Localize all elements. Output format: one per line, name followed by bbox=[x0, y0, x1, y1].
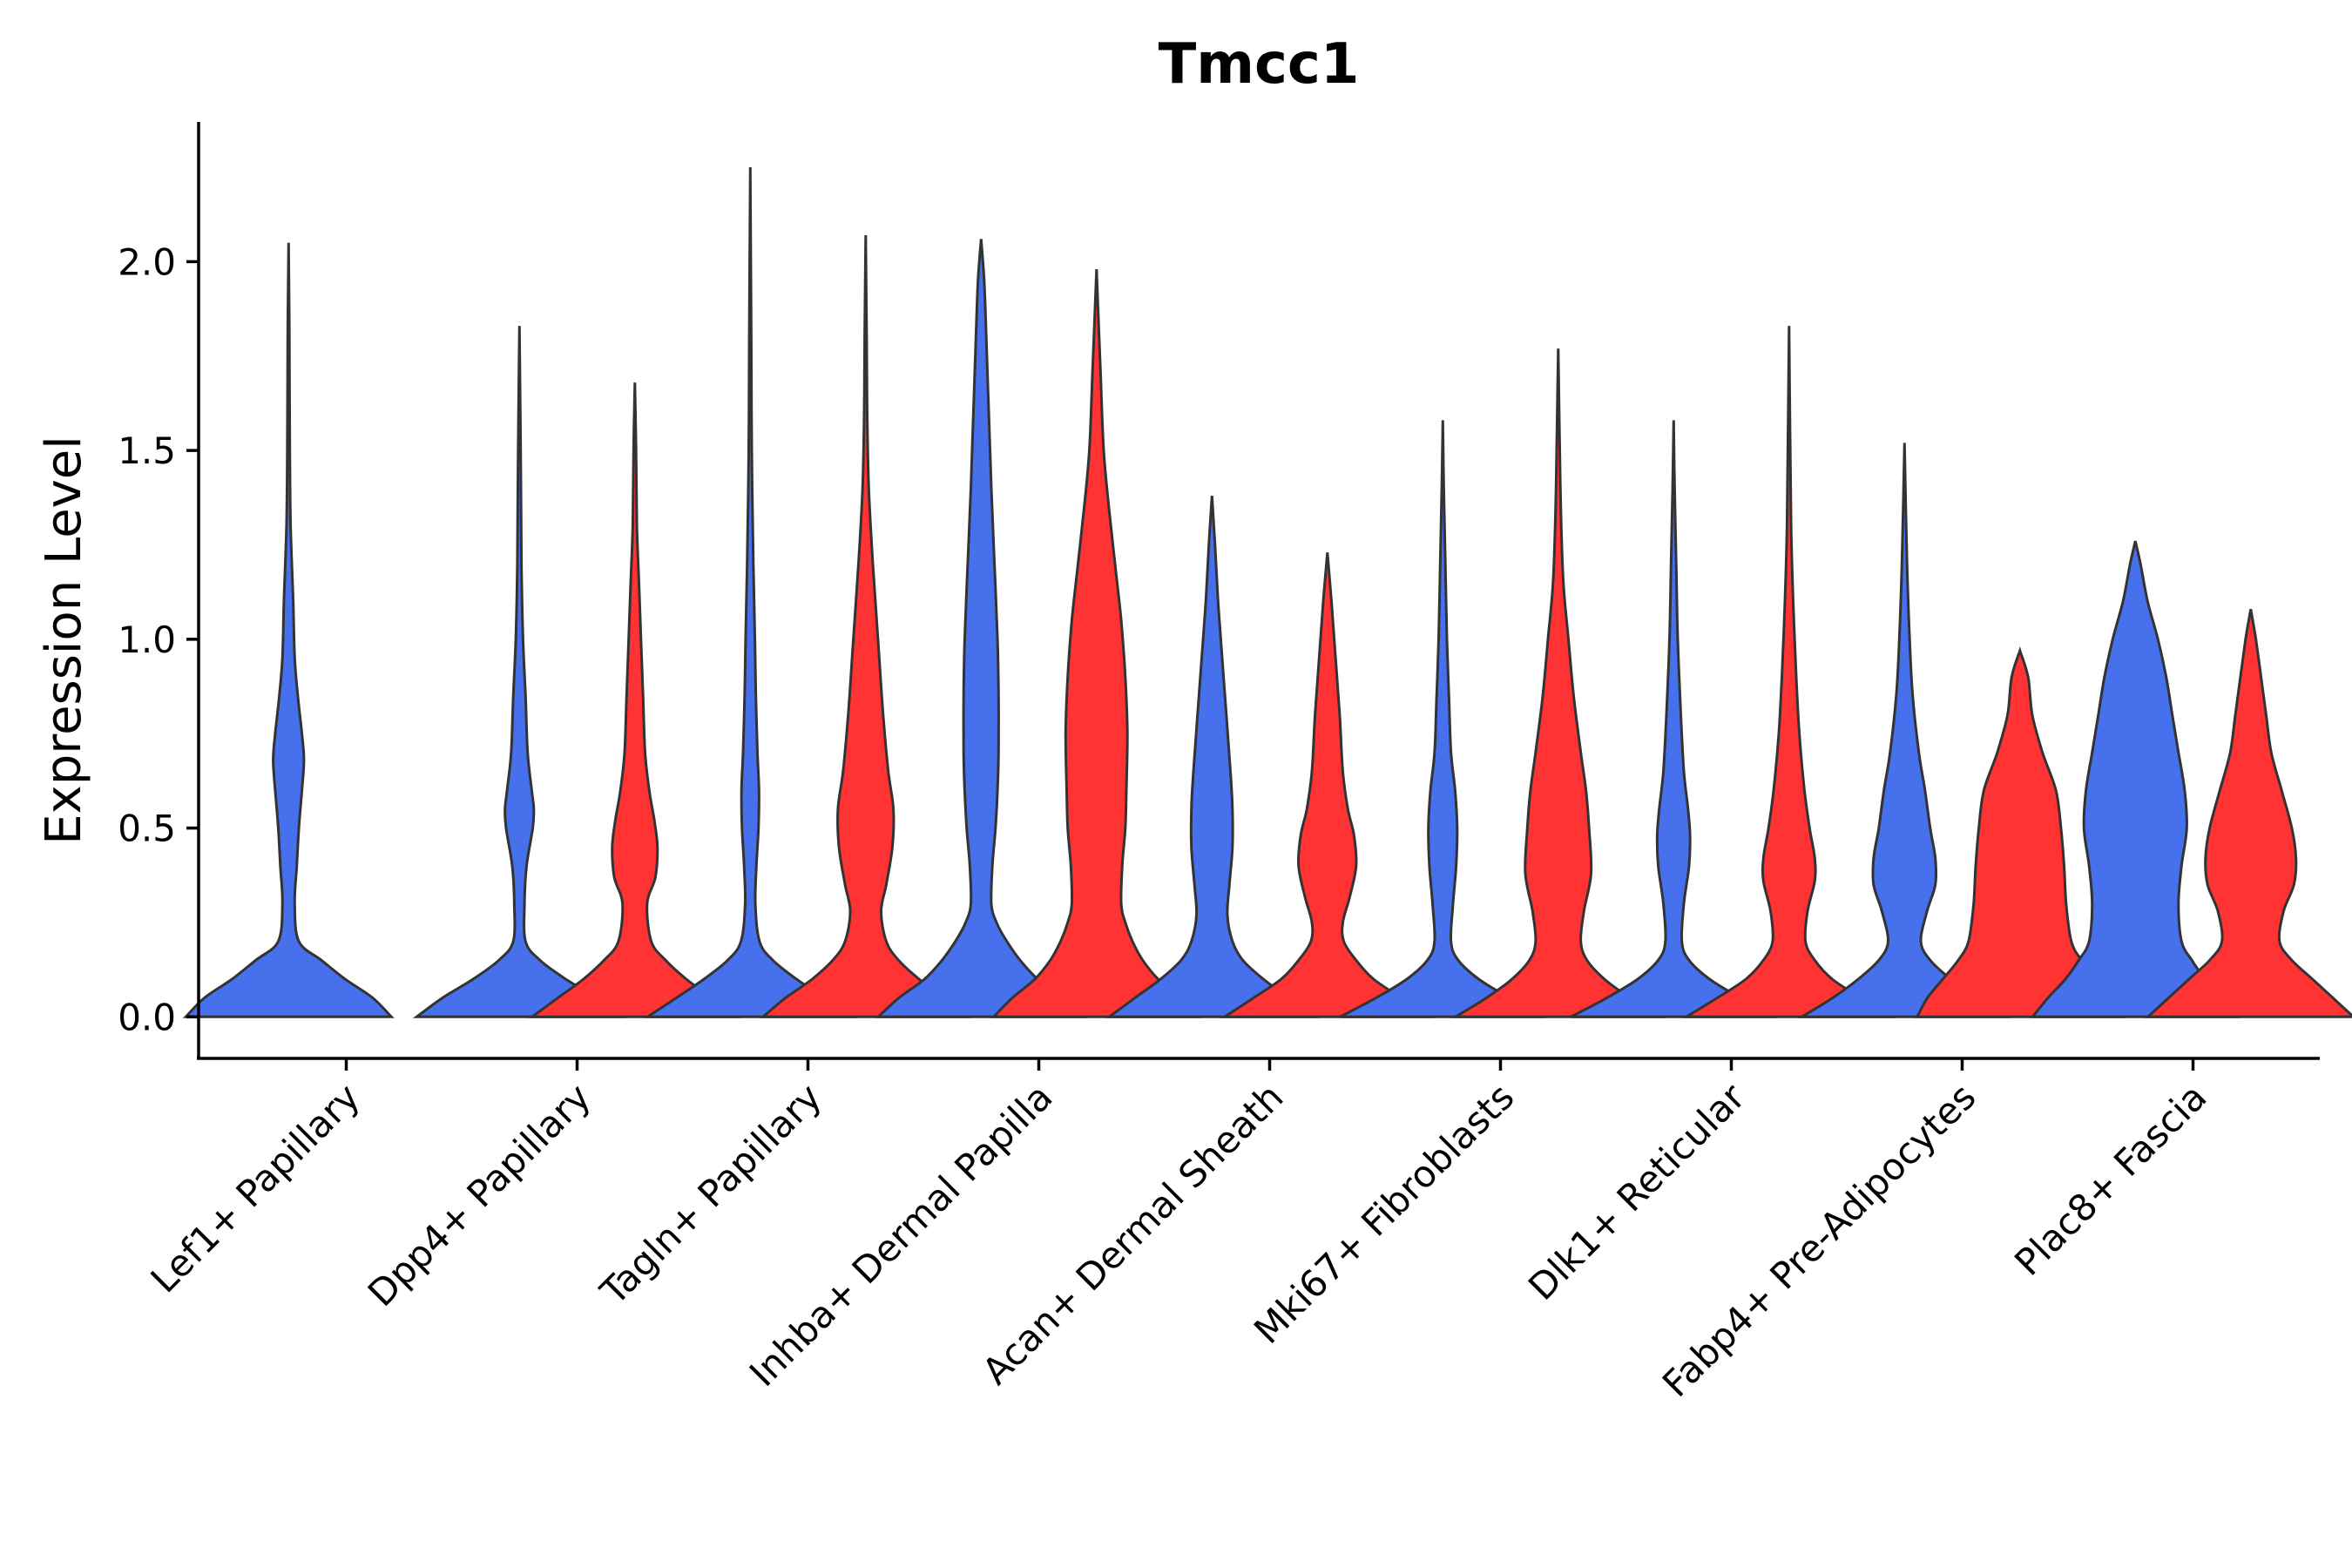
violin-mki67-fibroblasts-red bbox=[1450, 348, 1666, 1018]
y-axis-title: Expression Level bbox=[36, 436, 92, 845]
violin-dpp4-papillary-blue bbox=[412, 326, 626, 1018]
x-tick-label-mki67-fibroblasts: Mki67+ Fibroblasts bbox=[1246, 1075, 1522, 1351]
violin-dlk1-reticular-blue bbox=[1570, 420, 1777, 1018]
y-tick-label-4: 2.0 bbox=[118, 240, 176, 283]
x-tick-label-dlk1-reticular: Dlk1+ Reticular bbox=[1520, 1075, 1754, 1308]
x-tick-label-tagln-papillary: Tagln+ Papillary bbox=[591, 1075, 829, 1313]
violin-tagln-papillary-red bbox=[759, 234, 973, 1018]
violin-fabp4-pre-adipocytes-blue bbox=[1796, 443, 2012, 1018]
violin-fabp4-pre-adipocytes-red bbox=[1915, 645, 2126, 1018]
y-tick-label-1: 0.5 bbox=[118, 808, 176, 850]
x-tick-label-lef1-papillary: Lef1+ Papillary bbox=[143, 1075, 368, 1301]
y-tick-label-0: 0.0 bbox=[118, 996, 176, 1038]
violin-lef1-papillary-blue bbox=[182, 242, 395, 1018]
x-tick-label-dpp4-papillary: Dpp4+ Papillary bbox=[360, 1075, 599, 1315]
violin-mki67-fibroblasts-blue bbox=[1339, 420, 1546, 1018]
violin-acan-dermal-sheath-blue bbox=[1105, 496, 1319, 1018]
y-tick-label-2: 1.0 bbox=[118, 618, 176, 661]
x-tick-label-plac8-fascia: Plac8+ Fascia bbox=[2006, 1075, 2214, 1283]
violin-dlk1-reticular-red bbox=[1681, 326, 1897, 1018]
y-axis-ticks: 0.0 0.5 1.0 1.5 2.0 bbox=[118, 240, 199, 1038]
chart-title: Tmcc1 bbox=[1159, 32, 1360, 97]
violin-acan-dermal-sheath-red bbox=[1220, 552, 1435, 1018]
violin-inhba-dermal-papilla-blue bbox=[875, 239, 1088, 1018]
violin-inhba-dermal-papilla-red bbox=[990, 269, 1203, 1018]
violin-dpp4-papillary-red bbox=[528, 382, 742, 1018]
violin-layer bbox=[182, 166, 2352, 1018]
violin-plac8-fascia-blue bbox=[2030, 540, 2241, 1018]
violin-tagln-papillary-blue bbox=[643, 166, 858, 1018]
y-tick-label-3: 1.5 bbox=[118, 429, 176, 472]
violin-plac8-fascia-red bbox=[2144, 608, 2352, 1018]
